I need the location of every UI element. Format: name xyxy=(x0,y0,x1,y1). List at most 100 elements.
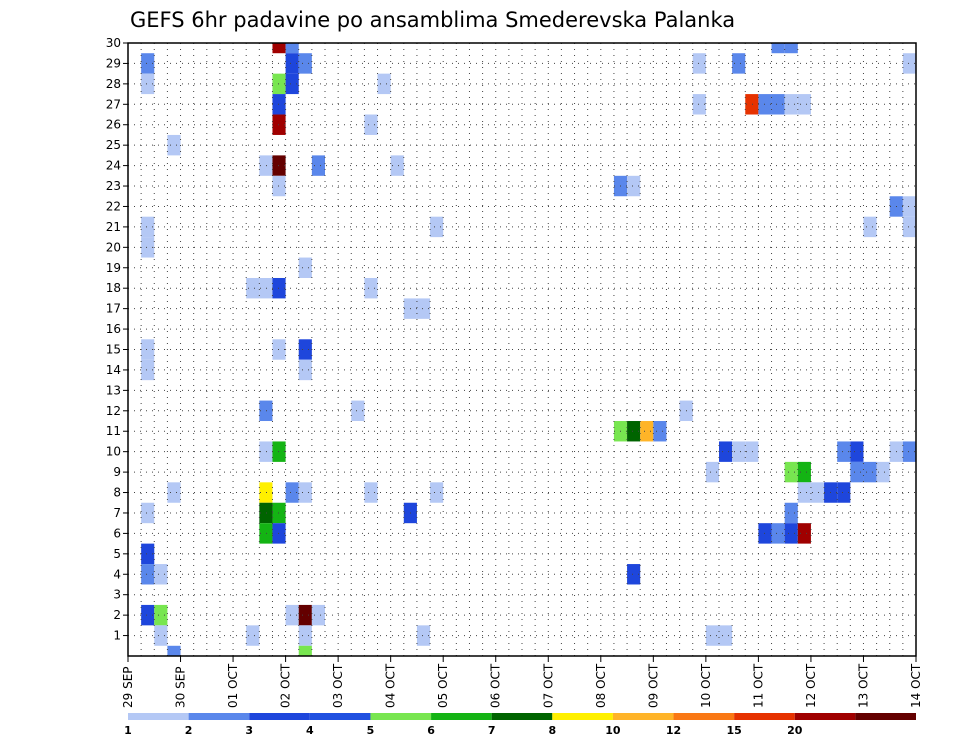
heatmap-cell xyxy=(141,604,155,626)
heatmap-cell xyxy=(298,339,312,360)
heatmap-cell xyxy=(285,482,299,503)
heatmap-cell xyxy=(390,155,404,176)
heatmap-cell xyxy=(771,94,785,115)
y-tick-label: 26 xyxy=(106,118,121,132)
heatmap-cell xyxy=(640,421,654,442)
y-tick-label: 4 xyxy=(113,567,121,581)
heatmap-cell xyxy=(141,543,155,565)
legend-label: 10 xyxy=(605,724,621,737)
heatmap-cell xyxy=(259,155,273,176)
y-tick-label: 14 xyxy=(106,363,121,377)
heatmap-cell xyxy=(837,482,851,503)
heatmap-cell xyxy=(141,53,155,74)
x-tick-label: 05 OCT xyxy=(436,663,450,708)
heatmap-cell xyxy=(285,604,299,626)
y-tick-label: 5 xyxy=(113,547,121,561)
y-tick-label: 8 xyxy=(113,486,121,500)
heatmap-cell xyxy=(141,564,155,585)
y-tick-label: 9 xyxy=(113,465,121,479)
heatmap-cells xyxy=(141,43,916,656)
heatmap-cell xyxy=(259,523,273,544)
heatmap-cell xyxy=(154,625,168,646)
heatmap-cell xyxy=(837,441,851,462)
heatmap-cell xyxy=(167,134,181,156)
legend-label: 12 xyxy=(666,724,681,737)
legend-swatch xyxy=(249,713,310,720)
heatmap-cell xyxy=(298,53,312,74)
heatmap-cell xyxy=(141,339,155,360)
y-tick-label: 24 xyxy=(106,159,121,173)
legend-swatch xyxy=(431,713,492,720)
x-tick-label: 01 OCT xyxy=(226,663,240,708)
heatmap-cell xyxy=(259,441,273,462)
y-tick-label: 3 xyxy=(113,588,121,602)
heatmap-cell xyxy=(154,564,168,585)
heatmap-cell xyxy=(285,73,299,95)
y-tick-label: 16 xyxy=(106,322,121,336)
heatmap-cell xyxy=(902,441,916,462)
heatmap-cell xyxy=(430,216,444,238)
heatmap-cell xyxy=(627,564,641,585)
heatmap-cell xyxy=(797,94,811,115)
heatmap-cell xyxy=(259,482,273,503)
legend-swatch xyxy=(370,713,432,720)
y-tick-label: 27 xyxy=(106,97,121,111)
heatmap-cell xyxy=(298,257,312,278)
y-tick-label: 25 xyxy=(106,138,121,152)
heatmap-cell xyxy=(141,216,155,238)
heatmap-cell xyxy=(141,502,155,524)
legend-swatch xyxy=(673,713,735,720)
heatmap-cell xyxy=(719,441,733,462)
heatmap-cell xyxy=(272,94,286,115)
legend-swatch xyxy=(491,713,553,720)
heatmap-cell xyxy=(298,482,312,503)
legend-swatch xyxy=(552,713,613,720)
legend-swatch xyxy=(794,713,856,720)
heatmap-cell xyxy=(430,482,444,503)
heatmap-cell xyxy=(771,43,785,54)
x-tick-label: 11 OCT xyxy=(751,663,765,708)
heatmap-cell xyxy=(272,43,286,54)
x-tick-label: 07 OCT xyxy=(541,663,555,708)
heatmap-cell xyxy=(784,43,798,54)
y-tick-label: 13 xyxy=(106,383,121,397)
heatmap-cell xyxy=(705,625,719,646)
heatmap-cell xyxy=(272,155,286,176)
x-tick-label: 04 OCT xyxy=(384,663,398,708)
legend-label: 7 xyxy=(488,724,496,737)
x-tick-label: 03 OCT xyxy=(331,663,345,708)
heatmap-cell xyxy=(298,625,312,646)
heatmap-cell xyxy=(272,114,286,135)
y-tick-label: 15 xyxy=(106,343,121,357)
heatmap-cell xyxy=(627,175,641,197)
chart-title: GEFS 6hr padavine po ansamblima Smederev… xyxy=(130,8,735,32)
heatmap-cell xyxy=(863,461,877,483)
heatmap-cell xyxy=(902,53,916,74)
legend-label: 6 xyxy=(427,724,435,737)
x-tick-label: 30 SEP xyxy=(174,666,188,708)
x-tick-label: 12 OCT xyxy=(804,663,818,708)
y-tick-label: 7 xyxy=(113,506,121,520)
heatmap-cell xyxy=(272,523,286,544)
y-tick-label: 21 xyxy=(106,220,121,234)
heatmap-cell xyxy=(732,441,746,462)
heatmap-cell xyxy=(732,53,746,74)
heatmap-cell xyxy=(285,53,299,74)
heatmap-cell xyxy=(902,196,916,217)
legend-swatch xyxy=(188,713,250,720)
heatmap-cell xyxy=(377,73,391,95)
heatmap-cell xyxy=(311,155,325,176)
legend-label: 5 xyxy=(367,724,375,737)
heatmap-cell xyxy=(797,523,811,544)
y-tick-label: 11 xyxy=(106,424,121,438)
heatmap-cell xyxy=(771,523,785,544)
heatmap-cell xyxy=(259,400,273,422)
heatmap-cell xyxy=(863,216,877,238)
heatmap-cell xyxy=(141,359,155,381)
heatmap-cell xyxy=(784,461,798,483)
y-tick-label: 18 xyxy=(106,281,121,295)
heatmap-cell xyxy=(745,441,759,462)
legend-label: 1 xyxy=(124,724,132,737)
heatmap-cell xyxy=(719,625,733,646)
